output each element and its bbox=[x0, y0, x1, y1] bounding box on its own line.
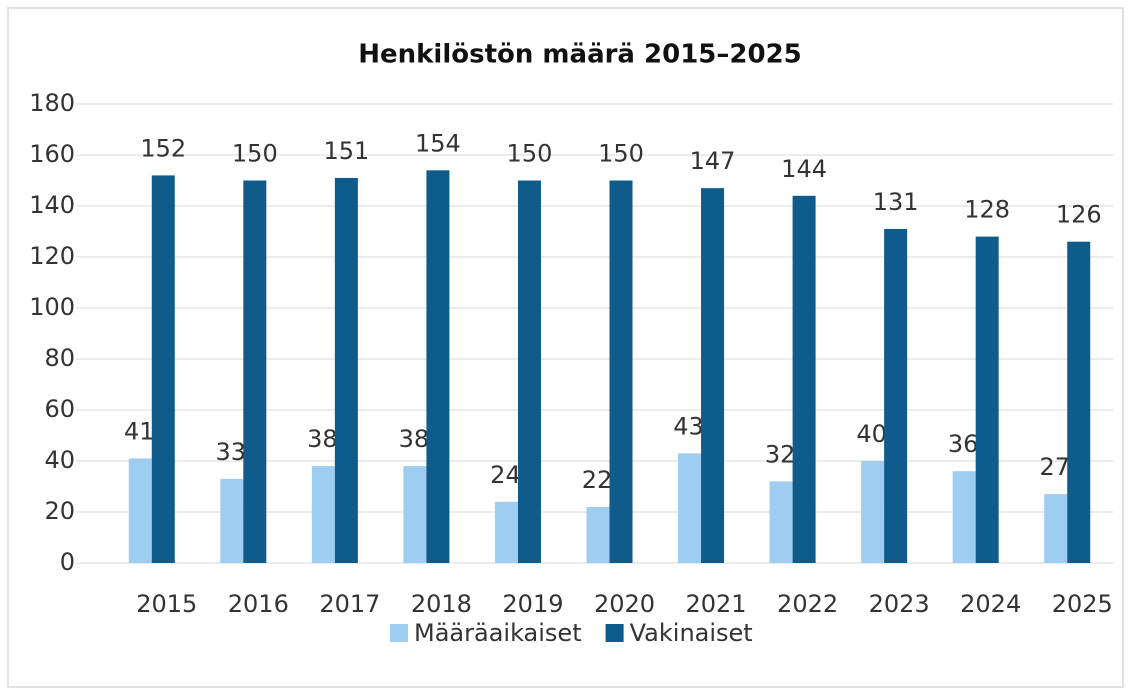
legend-label: Määräaikaiset bbox=[414, 619, 582, 647]
data-label: 43 bbox=[673, 412, 704, 440]
data-label: 40 bbox=[856, 420, 887, 448]
data-label: 27 bbox=[1039, 453, 1070, 481]
data-label: 144 bbox=[781, 155, 827, 183]
x-tick-label: 2015 bbox=[136, 590, 197, 618]
bar bbox=[952, 471, 976, 563]
y-tick-label: 140 bbox=[29, 191, 75, 219]
data-label: 131 bbox=[873, 188, 919, 216]
bar bbox=[403, 466, 427, 563]
data-label: 154 bbox=[415, 129, 461, 157]
bar bbox=[1067, 241, 1091, 563]
legend-swatch bbox=[605, 624, 624, 642]
bar bbox=[701, 188, 725, 563]
x-tick-label: 2020 bbox=[594, 590, 655, 618]
bar bbox=[334, 177, 358, 563]
bar bbox=[884, 228, 908, 563]
x-tick-label: 2018 bbox=[411, 590, 472, 618]
x-tick-label: 2017 bbox=[319, 590, 380, 618]
x-tick-label: 2023 bbox=[869, 590, 930, 618]
data-label: 152 bbox=[140, 134, 186, 162]
data-label: 33 bbox=[216, 438, 247, 466]
bar bbox=[426, 170, 450, 564]
data-label: 41 bbox=[124, 417, 155, 445]
bar bbox=[517, 180, 541, 563]
data-label: 150 bbox=[507, 140, 553, 168]
bar bbox=[311, 466, 335, 563]
y-tick-label: 20 bbox=[44, 497, 75, 525]
y-tick-label: 100 bbox=[29, 293, 75, 321]
chart-title: Henkilöstön määrä 2015–2025 bbox=[358, 40, 802, 70]
y-tick-label: 40 bbox=[44, 446, 75, 474]
x-tick-label: 2025 bbox=[1052, 590, 1113, 618]
data-label: 32 bbox=[765, 440, 796, 468]
bar bbox=[678, 453, 702, 563]
y-tick-label: 180 bbox=[29, 89, 75, 117]
data-label: 150 bbox=[598, 140, 644, 168]
x-tick-label: 2024 bbox=[960, 590, 1021, 618]
bar bbox=[586, 506, 610, 563]
bar bbox=[1044, 494, 1068, 563]
bar bbox=[243, 180, 267, 563]
data-label: 24 bbox=[490, 461, 521, 489]
bar bbox=[792, 195, 816, 564]
bar bbox=[975, 236, 999, 563]
x-tick-label: 2022 bbox=[777, 590, 838, 618]
legend-swatch bbox=[390, 624, 408, 642]
bar bbox=[151, 175, 175, 563]
x-tick-label: 2016 bbox=[228, 590, 289, 618]
data-label: 128 bbox=[964, 196, 1010, 224]
x-tick-label: 2021 bbox=[686, 590, 747, 618]
data-label: 38 bbox=[399, 425, 430, 453]
y-tick-label: 160 bbox=[29, 140, 75, 168]
y-tick-label: 80 bbox=[44, 344, 75, 372]
y-tick-label: 0 bbox=[60, 548, 75, 576]
bar bbox=[861, 461, 885, 563]
bar bbox=[220, 478, 244, 563]
data-label: 22 bbox=[582, 466, 613, 494]
chart-frame bbox=[7, 7, 1124, 688]
y-tick-label: 60 bbox=[44, 395, 75, 423]
data-label: 150 bbox=[232, 140, 278, 168]
y-tick-label: 120 bbox=[29, 242, 75, 270]
bar bbox=[769, 481, 793, 563]
data-label: 36 bbox=[948, 430, 979, 458]
x-tick-label: 2019 bbox=[502, 590, 563, 618]
data-label: 151 bbox=[323, 137, 369, 165]
data-label: 147 bbox=[690, 147, 736, 175]
bar bbox=[609, 180, 633, 563]
data-label: 126 bbox=[1056, 201, 1102, 229]
data-label: 38 bbox=[307, 425, 338, 453]
bar bbox=[494, 501, 518, 563]
bar bbox=[128, 458, 152, 563]
legend-label: Vakinaiset bbox=[630, 619, 753, 647]
